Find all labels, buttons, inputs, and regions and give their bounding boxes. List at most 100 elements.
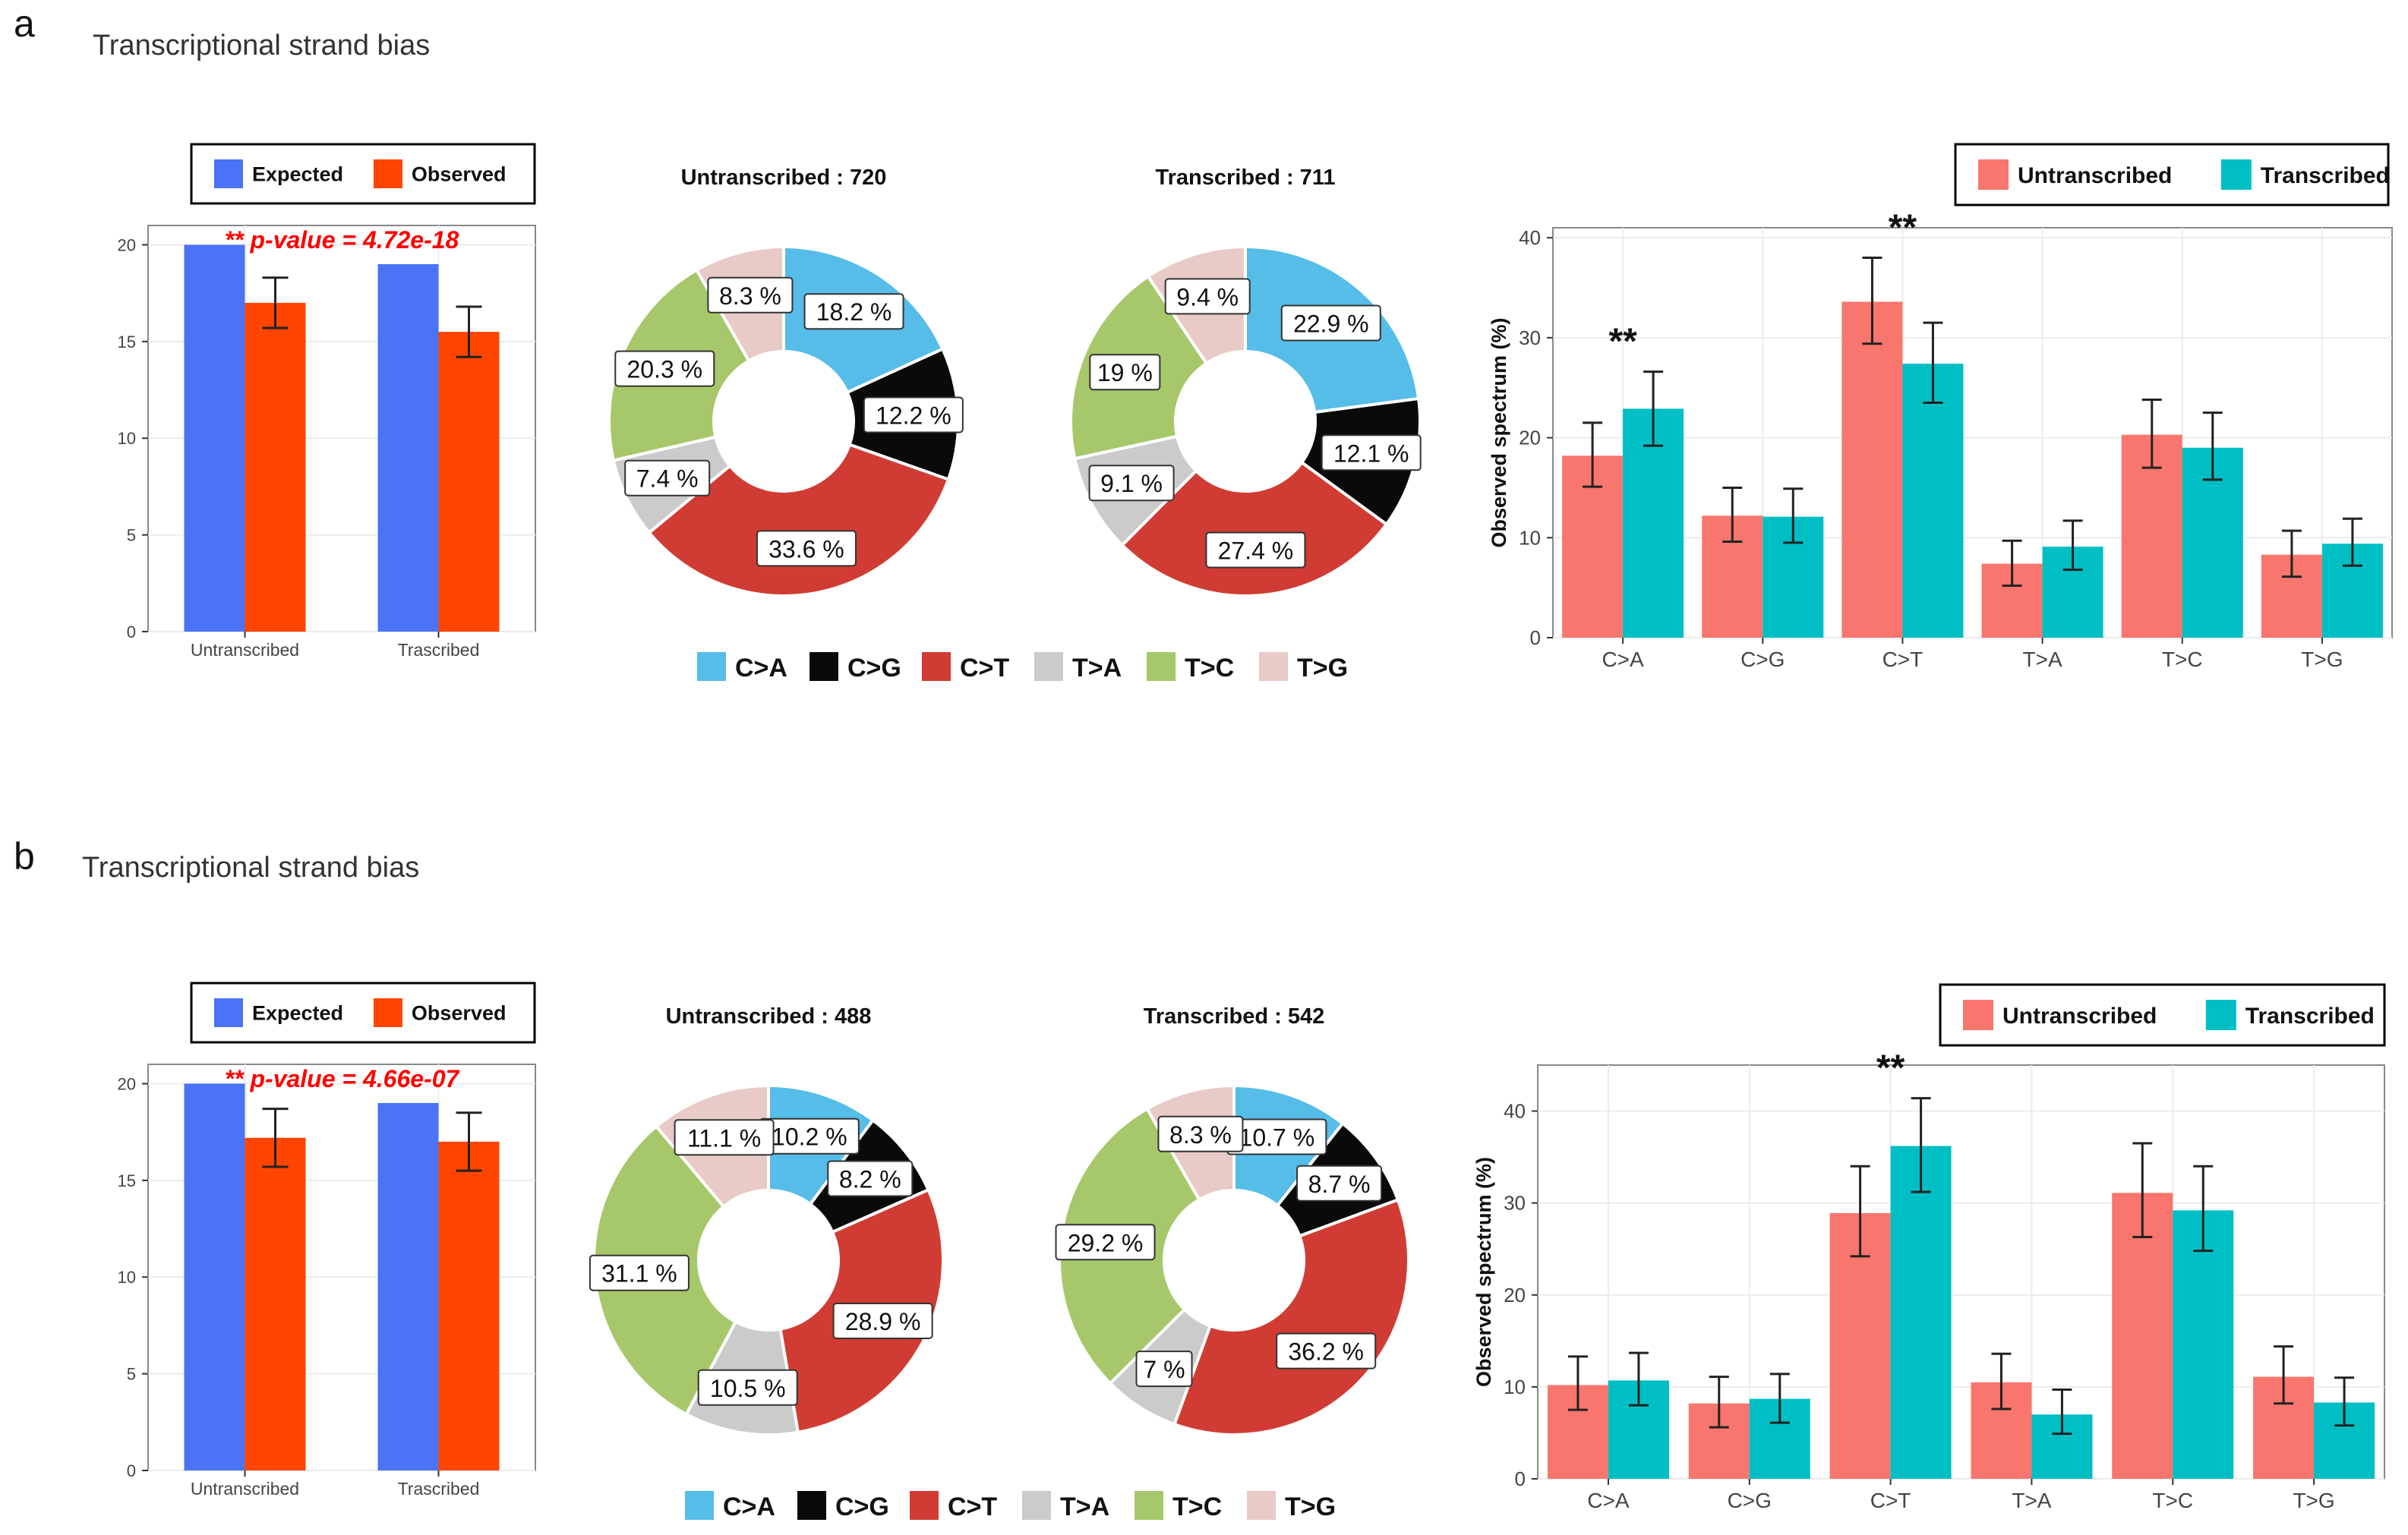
panel-title: Transcriptional strand bias xyxy=(82,852,419,884)
y-tick-label: 20 xyxy=(1504,1284,1526,1306)
panels.1.chart_data.3-legend-key-transcribed xyxy=(2205,1000,2236,1030)
panels.0.chart_data.3-legend-label-transcribed: Transcribed xyxy=(2261,163,2390,188)
mutation-legend-key xyxy=(685,1491,714,1520)
significance-marker: ** xyxy=(1876,1048,1905,1089)
y-tick-label: 15 xyxy=(118,1171,136,1190)
x-tick-label: Untranscribed xyxy=(191,640,299,660)
slice-C-T xyxy=(1119,460,1389,597)
bar-untranscribed xyxy=(2112,1193,2173,1479)
panels.1.chart_data.3-legend-key-untranscribed xyxy=(1963,1000,1993,1030)
slice-label: 18.2 % xyxy=(816,298,892,326)
slice-label: 8.2 % xyxy=(839,1166,901,1193)
mutation-legend-label: T>A xyxy=(1072,654,1122,682)
y-tick-label: 15 xyxy=(118,333,136,351)
panels.0.chart_data.0-legend-box xyxy=(190,143,536,205)
panels.1.chart_data.0-legend-box xyxy=(190,982,536,1044)
slice-label: 9.4 % xyxy=(1176,283,1239,310)
mutation-legend-label: C>T xyxy=(960,654,1009,682)
mutation-legend-label: T>G xyxy=(1285,1492,1336,1521)
y-tick-label: 20 xyxy=(1519,427,1541,449)
donut-chart: Untranscribed : 488 10.2 % 8.2 % 28.9 % 10.5… xyxy=(589,1004,945,1436)
panels.1.chart_data.3-legend-label-transcribed: Transcribed xyxy=(2245,1004,2375,1029)
p-value-annotation: ** p-value = 4.72e-18 xyxy=(225,226,459,254)
observed-spectrum-bar-chart: 0 10 20 30 40 C>A C>G C>T T>A T>C T>G Observed spec… xyxy=(1488,143,2393,671)
panel-a: a Transcriptional strand bias xyxy=(14,2,430,61)
bar-observed xyxy=(438,1141,500,1470)
slice-label: 11.1 % xyxy=(687,1124,761,1152)
slice-label: 29.2 % xyxy=(1068,1229,1144,1256)
panels.1.chart_data.0-legend-key-expected xyxy=(214,998,243,1027)
slice-C-T xyxy=(1172,1197,1410,1436)
panels.1.chart_data.0-legend-label-expected: Expected xyxy=(252,1002,343,1025)
mutation-legend-key xyxy=(1022,1491,1051,1520)
mutation-legend-key xyxy=(1147,652,1176,681)
mutation-legend-label: T>A xyxy=(1060,1492,1109,1521)
x-tick-label: C>T xyxy=(1883,648,1924,671)
x-tick-label: C>A xyxy=(1602,648,1644,671)
mutation-type-legend: C>A C>G C>T T>A T>C T>G xyxy=(685,1491,1336,1521)
slice-label: 19 % xyxy=(1097,359,1153,386)
slice-label-box xyxy=(1280,304,1381,342)
expected-observed-bar-chart: 0 5 10 15 20 Untranscribed Trascribed ** p-valu… xyxy=(118,982,536,1499)
mutation-legend-key xyxy=(697,652,726,681)
panels.1.chart_data.0-legend-key-observed xyxy=(373,998,402,1027)
slice-label: 10.5 % xyxy=(710,1375,786,1402)
slice-label: 8.3 % xyxy=(719,282,781,310)
bar-expected xyxy=(184,1083,245,1470)
mutation-legend-label: C>T xyxy=(948,1492,997,1521)
x-tick-label: T>G xyxy=(2301,648,2343,671)
y-tick-label: 0 xyxy=(127,1461,136,1480)
slice-label-box xyxy=(624,459,711,496)
donut-chart: Transcribed : 711 22.9 % 12.1 % 27.4 % 9.1 %… xyxy=(1069,165,1422,597)
x-tick-label: T>G xyxy=(2293,1489,2334,1512)
slice-label-box xyxy=(589,1254,690,1291)
y-tick-label: 10 xyxy=(118,429,136,448)
slice-label: 8.3 % xyxy=(1169,1121,1232,1149)
x-tick-label: T>A xyxy=(2023,648,2062,671)
slice-label: 22.9 % xyxy=(1293,310,1369,337)
y-tick-label: 0 xyxy=(1530,626,1541,649)
y-tick-label: 0 xyxy=(127,623,136,641)
slice-label: 10.7 % xyxy=(1239,1124,1315,1152)
x-tick-label: C>T xyxy=(1870,1489,1911,1512)
mutation-legend-key xyxy=(910,1491,939,1520)
panels.0.chart_data.0-legend-key-expected xyxy=(214,159,243,188)
panels.1.chart_data.0-legend-label-observed: Observed xyxy=(412,1002,507,1025)
mutation-legend-key xyxy=(810,652,838,681)
mutation-legend-key xyxy=(1247,1491,1276,1520)
slice-label-box xyxy=(674,1119,775,1156)
x-tick-label: C>A xyxy=(1587,1489,1630,1512)
y-tick-label: 40 xyxy=(1504,1100,1526,1123)
bar-observed xyxy=(245,302,306,632)
slice-label-box xyxy=(1276,1332,1377,1370)
x-tick-label: C>G xyxy=(1741,648,1785,671)
panel-title: Transcriptional strand bias xyxy=(93,30,430,61)
slice-label: 31.1 % xyxy=(601,1260,677,1288)
bar-transcribed xyxy=(1902,364,1964,638)
slice-label-box xyxy=(863,396,964,433)
x-tick-label: T>C xyxy=(2152,1489,2193,1512)
x-tick-label: T>C xyxy=(2162,648,2203,671)
pie-title: Untranscribed : 488 xyxy=(666,1004,872,1029)
bar-observed xyxy=(245,1137,306,1470)
mutation-legend-key xyxy=(1259,652,1288,681)
slice-label: 12.1 % xyxy=(1333,440,1409,467)
p-value-annotation: ** p-value = 4.66e-07 xyxy=(225,1065,461,1092)
bar-expected xyxy=(377,263,439,632)
observed-spectrum-bar-chart: 0 10 20 30 40 C>A C>G C>T T>A T>C T>G Observed spec… xyxy=(1472,983,2386,1512)
slice-label: 20.3 % xyxy=(626,356,702,383)
slice-label-box xyxy=(1296,1165,1383,1202)
bar-expected xyxy=(184,244,245,632)
slice-C-T xyxy=(646,443,951,597)
slice-label: 8.7 % xyxy=(1308,1171,1371,1198)
x-tick-label: Trascribed xyxy=(398,640,480,660)
panels.0.chart_data.0-legend-label-observed: Observed xyxy=(412,163,507,186)
mutation-legend-label: C>G xyxy=(835,1492,889,1521)
slice-label-box xyxy=(756,530,857,567)
panel-b: b Transcriptional strand bias xyxy=(14,835,419,884)
y-tick-label: 5 xyxy=(127,526,136,545)
y-tick-label: 5 xyxy=(127,1365,136,1384)
slice-label-box xyxy=(1157,1115,1244,1152)
y-tick-label: 10 xyxy=(1504,1376,1526,1398)
